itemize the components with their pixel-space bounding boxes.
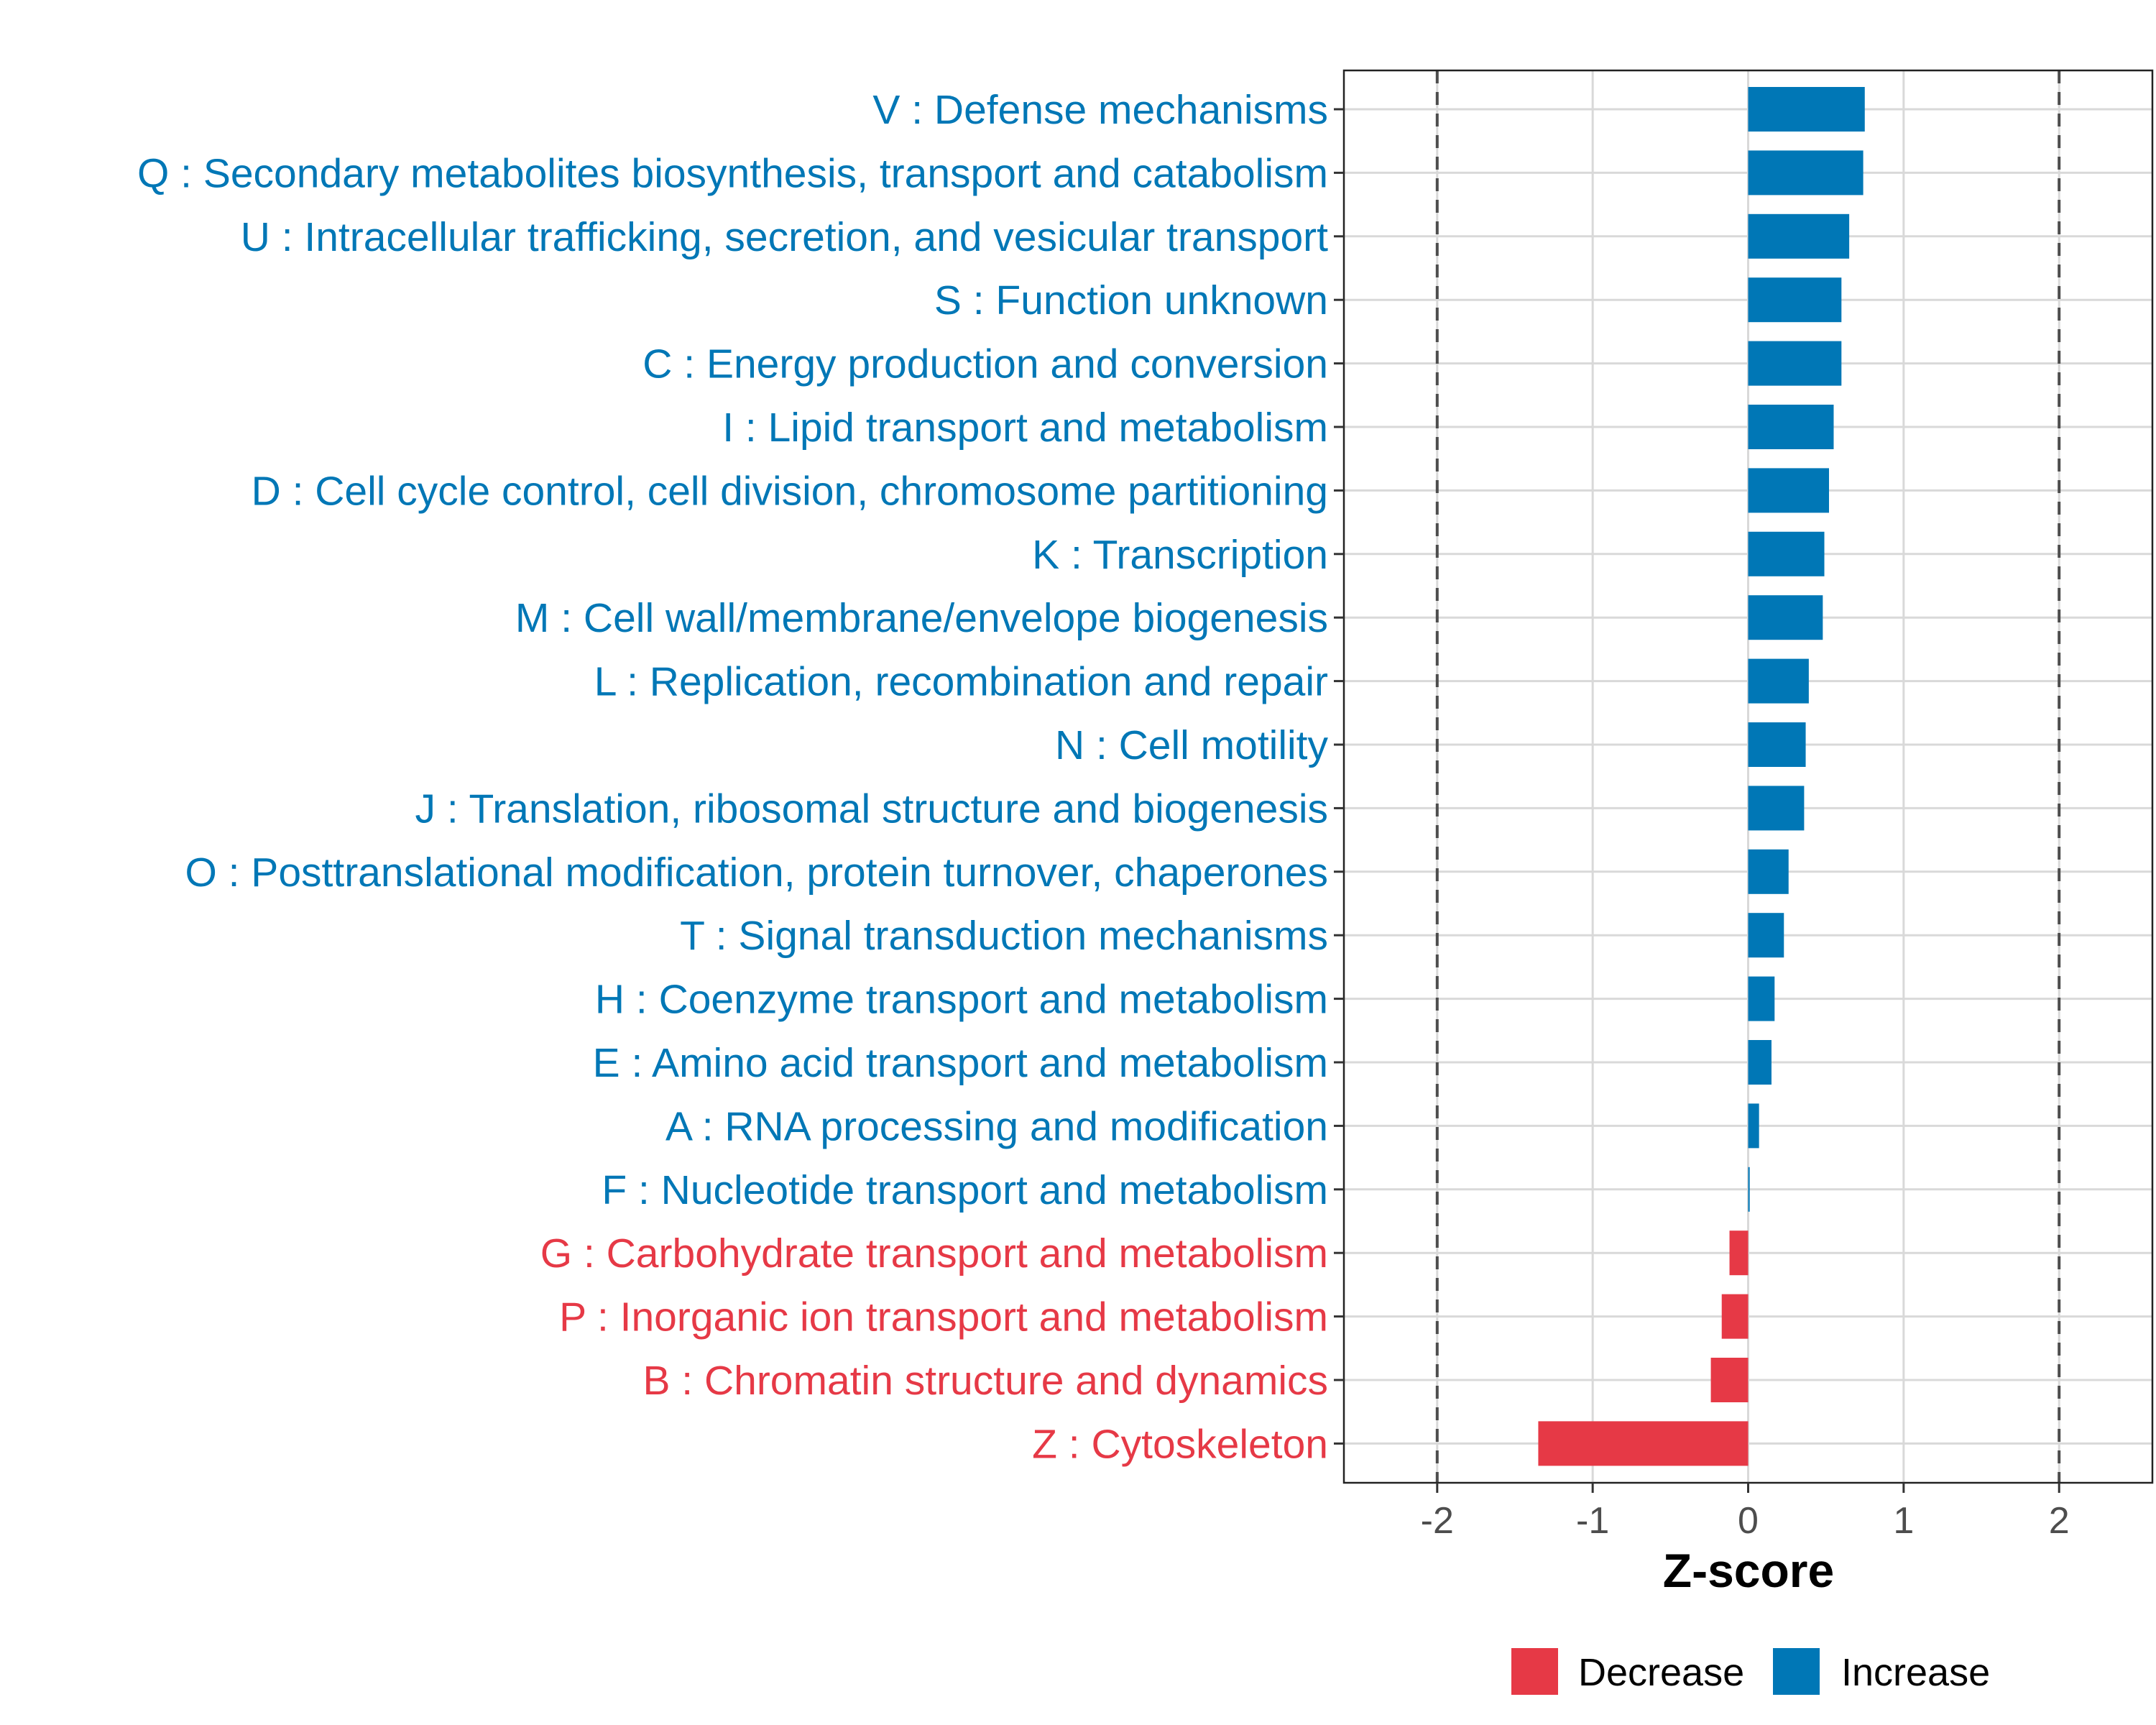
bar: [1748, 150, 1864, 196]
category-label: T : Signal transduction mechanisms: [680, 913, 1328, 959]
legend: Decrease Increase: [1511, 1648, 1990, 1695]
category-label: P : Inorganic ion transport and metaboli…: [559, 1294, 1328, 1340]
category-label: E : Amino acid transport and metabolism: [593, 1040, 1328, 1086]
bar: [1748, 277, 1842, 323]
bar: [1748, 405, 1834, 449]
category-label: I : Lipid transport and metabolism: [722, 405, 1328, 451]
x-tick-label: 2: [2049, 1500, 2070, 1542]
x-tick-label: 0: [1738, 1500, 1759, 1542]
x-tick-label: -1: [1576, 1500, 1609, 1542]
category-label: S : Function unknown: [934, 277, 1328, 323]
category-label: Z : Cytoskeleton: [1032, 1421, 1328, 1467]
category-label: G : Carbohydrate transport and metabolis…: [540, 1230, 1328, 1276]
category-label: U : Intracellular trafficking, secretion…: [241, 214, 1328, 260]
category-label: Q : Secondary metabolites biosynthesis, …: [137, 150, 1328, 196]
category-label: B : Chromatin structure and dynamics: [642, 1358, 1328, 1404]
bar: [1748, 595, 1823, 640]
bar: [1748, 531, 1825, 576]
bar-layer: [1538, 87, 1865, 1466]
bar: [1729, 1230, 1749, 1276]
category-label: M : Cell wall/membrane/envelope biogenes…: [515, 595, 1328, 641]
category-label: O : Posttranslational modification, prot…: [185, 850, 1328, 896]
legend-swatch-decrease: [1511, 1648, 1558, 1695]
category-labels: V : Defense mechanisms Q : Secondary meta…: [137, 87, 1329, 1467]
bar: [1748, 341, 1842, 386]
bar: [1748, 786, 1805, 831]
legend-label-increase: Increase: [1841, 1651, 1990, 1694]
bar: [1748, 468, 1829, 513]
bar: [1748, 849, 1789, 894]
category-label: J : Translation, ribosomal structure and…: [415, 786, 1328, 832]
legend-label-decrease: Decrease: [1578, 1651, 1744, 1694]
bar: [1710, 1358, 1749, 1402]
legend-swatch-increase: [1773, 1648, 1820, 1695]
category-label: V : Defense mechanisms: [872, 87, 1328, 133]
bar: [1748, 1103, 1759, 1149]
x-tick-label: -2: [1421, 1500, 1454, 1542]
category-label: C : Energy production and conversion: [642, 341, 1328, 387]
x-tick-label: 1: [1893, 1500, 1914, 1542]
bar: [1748, 976, 1775, 1021]
category-label: L : Replication, recombination and repai…: [594, 659, 1328, 705]
category-label: F : Nucleotide transport and metabolism: [602, 1167, 1328, 1213]
category-label: D : Cell cycle control, cell division, c…: [252, 468, 1328, 514]
x-axis-title: Z-score: [1663, 1544, 1834, 1597]
bar: [1538, 1421, 1749, 1466]
bar: [1748, 1167, 1750, 1212]
category-label: A : RNA processing and modification: [665, 1103, 1328, 1149]
x-axis-ticks: -2 -1 0 1 2: [1334, 108, 2070, 1542]
bar: [1748, 722, 1806, 767]
bar: [1748, 658, 1809, 704]
category-label: N : Cell motility: [1055, 722, 1329, 768]
bar: [1721, 1294, 1749, 1339]
category-label: K : Transcription: [1032, 532, 1328, 578]
bar: [1748, 913, 1784, 958]
bar: [1748, 87, 1865, 132]
bar: [1748, 213, 1850, 259]
bar: [1748, 1040, 1772, 1085]
category-label: H : Coenzyme transport and metabolism: [595, 977, 1328, 1023]
